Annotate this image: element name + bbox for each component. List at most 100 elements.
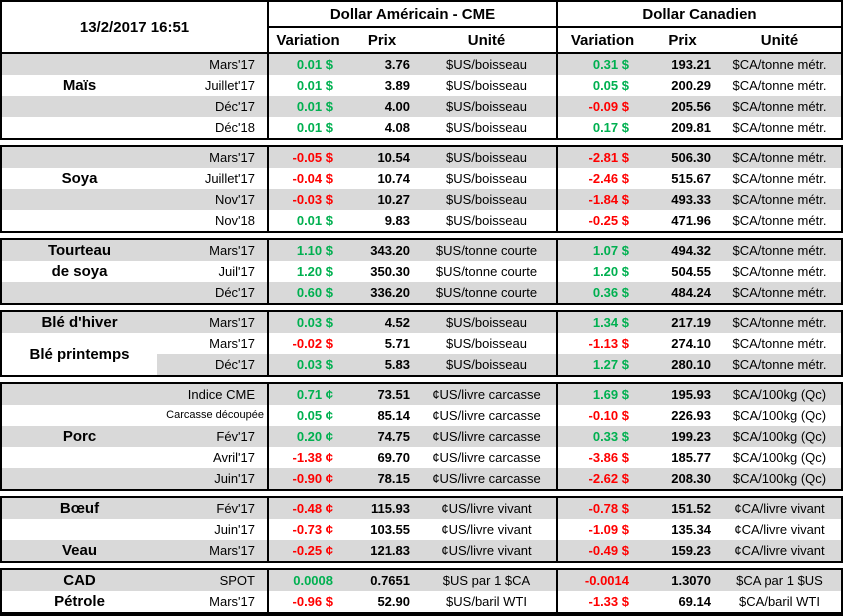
- section-ble: Blé d'hiver Blé printemps Mars'17 0.03 $4.5…: [0, 310, 843, 377]
- ca-price-cell: 504.55: [671, 264, 711, 279]
- commodity-label: Pétrole: [54, 593, 105, 610]
- month-cell: SPOT: [157, 570, 267, 591]
- us-price-cell: 350.30: [370, 264, 410, 279]
- us-price-cell: 74.75: [347, 426, 417, 447]
- us-variation-cell: 0.71 ¢: [267, 384, 347, 405]
- us-unit-cell: $US/baril WTI: [446, 594, 527, 609]
- month-cell: Juin'17: [214, 522, 255, 537]
- ca-unit-column-header: Unité: [760, 31, 799, 49]
- ca-variation-cell: -3.86 $: [556, 447, 647, 468]
- us-variation-cell: -0.05 $: [267, 147, 347, 168]
- section-gap: [0, 563, 843, 568]
- us-variation-cell: -0.03 $: [267, 189, 347, 210]
- us-variation-cell: 0.01 $: [267, 117, 347, 138]
- ca-price-cell: 226.93: [671, 408, 711, 423]
- commodity-cell: [2, 282, 157, 303]
- us-variation-cell: -0.48 ¢: [267, 498, 347, 519]
- us-variation-cell: -0.73 ¢: [267, 519, 347, 540]
- us-price-cell: 4.00: [347, 96, 417, 117]
- us-unit-cell: ¢US/livre carcasse: [417, 384, 556, 405]
- ca-variation-cell: 0.33 $: [556, 426, 647, 447]
- us-unit-cell: $US/boisseau: [446, 213, 527, 228]
- ca-price-cell: 280.10: [647, 354, 718, 375]
- ca-price-cell: 193.21: [647, 54, 718, 75]
- us-variation-cell: -0.25 ¢: [267, 540, 347, 561]
- us-variation-cell: -0.96 $: [267, 591, 347, 612]
- ca-unit-cell: $CA/tonne métr.: [732, 171, 827, 186]
- ca-unit-cell: $CA/tonne métr.: [732, 264, 827, 279]
- commodity-cell: [2, 384, 157, 405]
- ca-unit-cell: ¢CA/livre vivant: [718, 540, 841, 561]
- us-unit-cell: ¢US/livre vivant: [417, 498, 556, 519]
- us-price-column-header: Prix: [367, 31, 397, 49]
- us-price-cell: 10.27: [347, 189, 417, 210]
- ca-variation-cell: -2.46 $: [556, 168, 647, 189]
- ca-variation-cell: 1.34 $: [556, 312, 647, 333]
- section-gap: [0, 233, 843, 238]
- ca-price-cell: 209.81: [671, 120, 711, 135]
- us-dollar-group-header: Dollar Américain - CME: [267, 2, 556, 28]
- us-price-cell: 0.7651: [347, 570, 417, 591]
- ca-variation-cell: -0.78 $: [556, 498, 647, 519]
- commodity-cell: [2, 519, 157, 540]
- us-price-cell: 121.83: [347, 540, 417, 561]
- ca-variation-cell: -0.49 $: [556, 540, 647, 561]
- us-price-cell: 78.15: [347, 468, 417, 489]
- ca-variation-cell: -2.81 $: [556, 147, 647, 168]
- ca-unit-cell: $CA/100kg (Qc): [718, 384, 841, 405]
- ca-unit-cell: $CA/tonne métr.: [718, 282, 841, 303]
- month-cell: Avril'17: [213, 450, 255, 465]
- month-cell: Mars'17: [209, 594, 255, 609]
- ca-price-cell: 195.93: [647, 384, 718, 405]
- ca-variation-cell: -1.33 $: [556, 591, 647, 612]
- us-price-cell: 115.93: [347, 498, 417, 519]
- section-soya: Soya Mars'17 -0.05 $10.54 $US/boisseau -2.81…: [0, 145, 843, 233]
- us-variation-cell: -0.04 $: [267, 168, 347, 189]
- us-unit-cell: $US/tonne courte: [417, 282, 556, 303]
- us-unit-cell: $US/boisseau: [446, 120, 527, 135]
- section-mais: Maïs Mars'17 0.01 $3.76 $US/boisseau 0.31 $1…: [0, 54, 843, 140]
- section-tourteau-de-soya: Tourteau de soya Mars'17 1.10 $343.20 $US/to…: [0, 238, 843, 305]
- ca-variation-cell: 0.36 $: [556, 282, 647, 303]
- ca-variation-cell: -0.09 $: [556, 96, 647, 117]
- commodity-label: de soya: [51, 263, 108, 280]
- ca-unit-cell: $CA/baril WTI: [739, 594, 820, 609]
- ca-price-cell: 506.30: [647, 147, 718, 168]
- us-variation-column-header: Variation: [267, 28, 347, 52]
- us-price-cell: 336.20: [347, 282, 417, 303]
- section-gap: [0, 491, 843, 496]
- us-unit-cell: ¢US/livre vivant: [417, 540, 556, 561]
- month-cell: Mars'17: [209, 336, 255, 351]
- commodity-cell: [2, 189, 157, 210]
- ca-price-column-header: Prix: [668, 31, 697, 49]
- table-header: 13/2/2017 16:51 Dollar Américain - CME D…: [0, 0, 843, 54]
- ca-unit-cell: $CA/100kg (Qc): [718, 426, 841, 447]
- ca-unit-cell: $CA/tonne métr.: [718, 354, 841, 375]
- ca-price-cell: 199.23: [647, 426, 718, 447]
- us-price-cell: 4.52: [347, 312, 417, 333]
- us-variation-cell: 0.05 ¢: [267, 405, 347, 426]
- us-unit-cell: ¢US/livre vivant: [441, 522, 532, 537]
- month-cell: Fév'17: [157, 498, 267, 519]
- ca-price-cell: 135.34: [671, 522, 711, 537]
- us-unit-cell: $US/tonne courte: [417, 240, 556, 261]
- us-price-cell: 103.55: [370, 522, 410, 537]
- ca-price-cell: 494.32: [647, 240, 718, 261]
- section-gap: [0, 305, 843, 310]
- us-variation-cell: 0.60 $: [267, 282, 347, 303]
- month-cell: Mars'17: [157, 147, 267, 168]
- us-unit-cell: $US/boisseau: [446, 171, 527, 186]
- commodity-cell: [2, 447, 157, 468]
- section-gap: [0, 377, 843, 382]
- commodity-label: Blé printemps: [2, 333, 157, 375]
- commodity-label: Porc: [2, 426, 157, 447]
- section-cad-petrole: CAD Pétrole SPOT 0.0008 0.7651 $US par 1 $CA -…: [0, 568, 843, 616]
- ca-variation-cell: 0.31 $: [556, 54, 647, 75]
- ca-unit-cell: ¢CA/livre vivant: [718, 498, 841, 519]
- ca-unit-cell: $CA/tonne métr.: [718, 96, 841, 117]
- ca-unit-cell: $CA/tonne métr.: [732, 78, 827, 93]
- ca-variation-cell: 0.05 $: [556, 75, 647, 96]
- ca-price-cell: 515.67: [671, 171, 711, 186]
- ca-unit-cell: $CA/tonne métr.: [718, 240, 841, 261]
